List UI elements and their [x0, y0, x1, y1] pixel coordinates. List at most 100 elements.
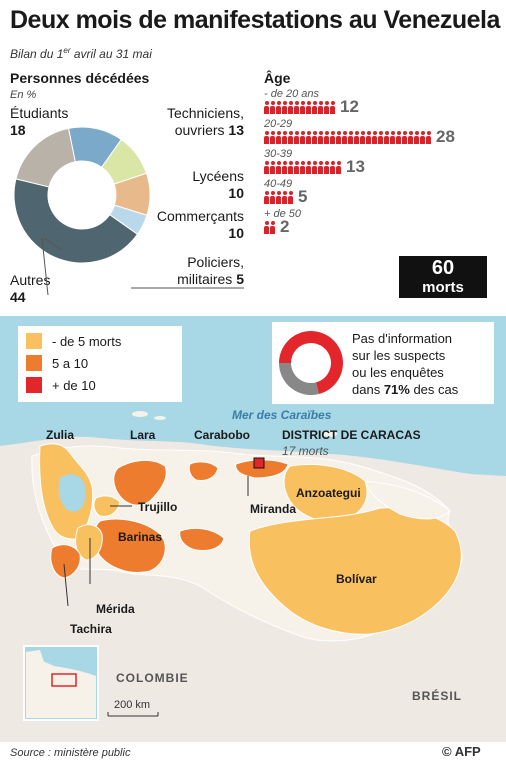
state-lara: [113, 459, 167, 506]
age-group-label: 20-29: [264, 118, 293, 130]
label-colombia: COLOMBIE: [116, 671, 189, 685]
label-trujillo: Trujillo: [138, 500, 178, 514]
label-anzoategui: Anzoategui: [296, 486, 361, 500]
legend-swatch-mid: [26, 355, 42, 371]
person-icon: [264, 101, 269, 114]
person-icon: [282, 161, 287, 174]
person-icon: [396, 131, 401, 144]
label-techniciens: Techniciens, ouvriers 13: [166, 105, 244, 138]
age-list: - de 20 ans 12 20-29 28 30-39 13 40-49 5 + de 50…: [264, 88, 455, 236]
label-barinas: Barinas: [118, 530, 163, 544]
person-icon: [264, 191, 269, 204]
person-icon: [276, 161, 281, 174]
age-group-count: 13: [346, 157, 365, 176]
person-icon: [336, 161, 341, 174]
person-icon: [306, 161, 311, 174]
person-icon: [288, 101, 293, 114]
inset-highlight: [51, 673, 77, 687]
person-icon: [408, 131, 413, 144]
person-icon: [270, 161, 275, 174]
person-icon: [360, 131, 365, 144]
deaths-title: Personnes décédées: [10, 70, 150, 86]
source-note: Source : ministère public: [10, 747, 131, 759]
age-group-row: 12: [264, 97, 455, 116]
leader-line-etudiants-b: [43, 237, 63, 251]
label-district: DISTRICT DE CARACAS: [282, 428, 421, 442]
person-icon: [312, 101, 317, 114]
state-cojedes: [179, 527, 225, 551]
age-group-count: 2: [280, 217, 290, 236]
person-icon: [270, 221, 275, 234]
person-icon: [300, 161, 305, 174]
person-icon: [318, 161, 323, 174]
donut-slice-5: [13, 178, 139, 264]
legend-item-mid: 5 a 10: [26, 352, 174, 374]
age-group-count: 5: [298, 187, 308, 206]
person-icon: [294, 161, 299, 174]
person-icon: [264, 161, 269, 174]
person-icon: [288, 131, 293, 144]
person-icon: [414, 131, 419, 144]
person-icon: [318, 101, 323, 114]
person-icon: [330, 131, 335, 144]
state-merida: [75, 524, 103, 561]
age-group-count: 12: [340, 97, 359, 116]
person-icon: [336, 131, 341, 144]
person-icon: [426, 131, 431, 144]
lake-maracaibo-inner: [58, 474, 86, 512]
afp-credit: © AFP: [442, 744, 481, 759]
label-lyceens: Lycéens 10: [192, 168, 244, 201]
person-icon: [282, 101, 287, 114]
age-group-row: 5: [264, 187, 455, 206]
info-text: Pas d'information sur les suspects ou le…: [352, 331, 459, 397]
deaths-donut-chart: [13, 126, 244, 296]
info-donut-main: [279, 331, 343, 394]
label-autres: Autres 44: [10, 272, 51, 305]
inset-land-north: [26, 650, 44, 668]
state-tachira: [50, 544, 81, 579]
scale-label: 200 km: [114, 699, 151, 711]
person-icon: [306, 101, 311, 114]
person-icon: [420, 131, 425, 144]
person-icon: [402, 131, 407, 144]
caracas-marker: [253, 457, 265, 469]
person-icon: [276, 191, 281, 204]
inset-land: [26, 659, 96, 718]
person-icon: [270, 101, 275, 114]
person-icon: [318, 131, 323, 144]
deaths-unit: En %: [10, 89, 37, 101]
label-bolivar: Bolívar: [336, 572, 377, 586]
person-icon: [264, 131, 269, 144]
person-icon: [264, 221, 269, 234]
page-title: Deux mois de manifestations au Venezuela: [10, 6, 500, 34]
age-group-label: 30-39: [264, 148, 293, 160]
label-zulia: Zulia: [46, 428, 75, 442]
map: - de 5 morts 5 a 10 + de 10 Pas d'inform…: [0, 316, 506, 742]
age-group-label: 40-49: [264, 178, 293, 190]
person-icon: [282, 131, 287, 144]
person-icon: [324, 131, 329, 144]
sea-label: Mer des Caraïbes: [232, 408, 332, 422]
person-icon: [330, 101, 335, 114]
person-icon: [348, 131, 353, 144]
label-district-note: 17 morts: [282, 444, 329, 458]
person-icon: [294, 101, 299, 114]
label-merida: Mérida: [96, 602, 135, 616]
total-number: 60: [431, 257, 455, 279]
island-2: [154, 416, 166, 420]
leader-line-etudiants: [41, 237, 49, 296]
person-icon: [276, 101, 281, 114]
person-icon: [276, 131, 281, 144]
label-lara: Lara: [130, 428, 156, 442]
person-icon: [342, 131, 347, 144]
total-deaths-box: 60 morts: [399, 256, 487, 298]
person-icon: [366, 131, 371, 144]
label-commercants: Commerçants 10: [156, 208, 244, 241]
legend-swatch-low: [26, 333, 42, 349]
person-icon: [294, 131, 299, 144]
person-icon: [312, 131, 317, 144]
legend-item-high: + de 10: [26, 374, 174, 396]
person-icon: [282, 191, 287, 204]
person-icon: [288, 191, 293, 204]
total-text: morts: [422, 279, 464, 296]
